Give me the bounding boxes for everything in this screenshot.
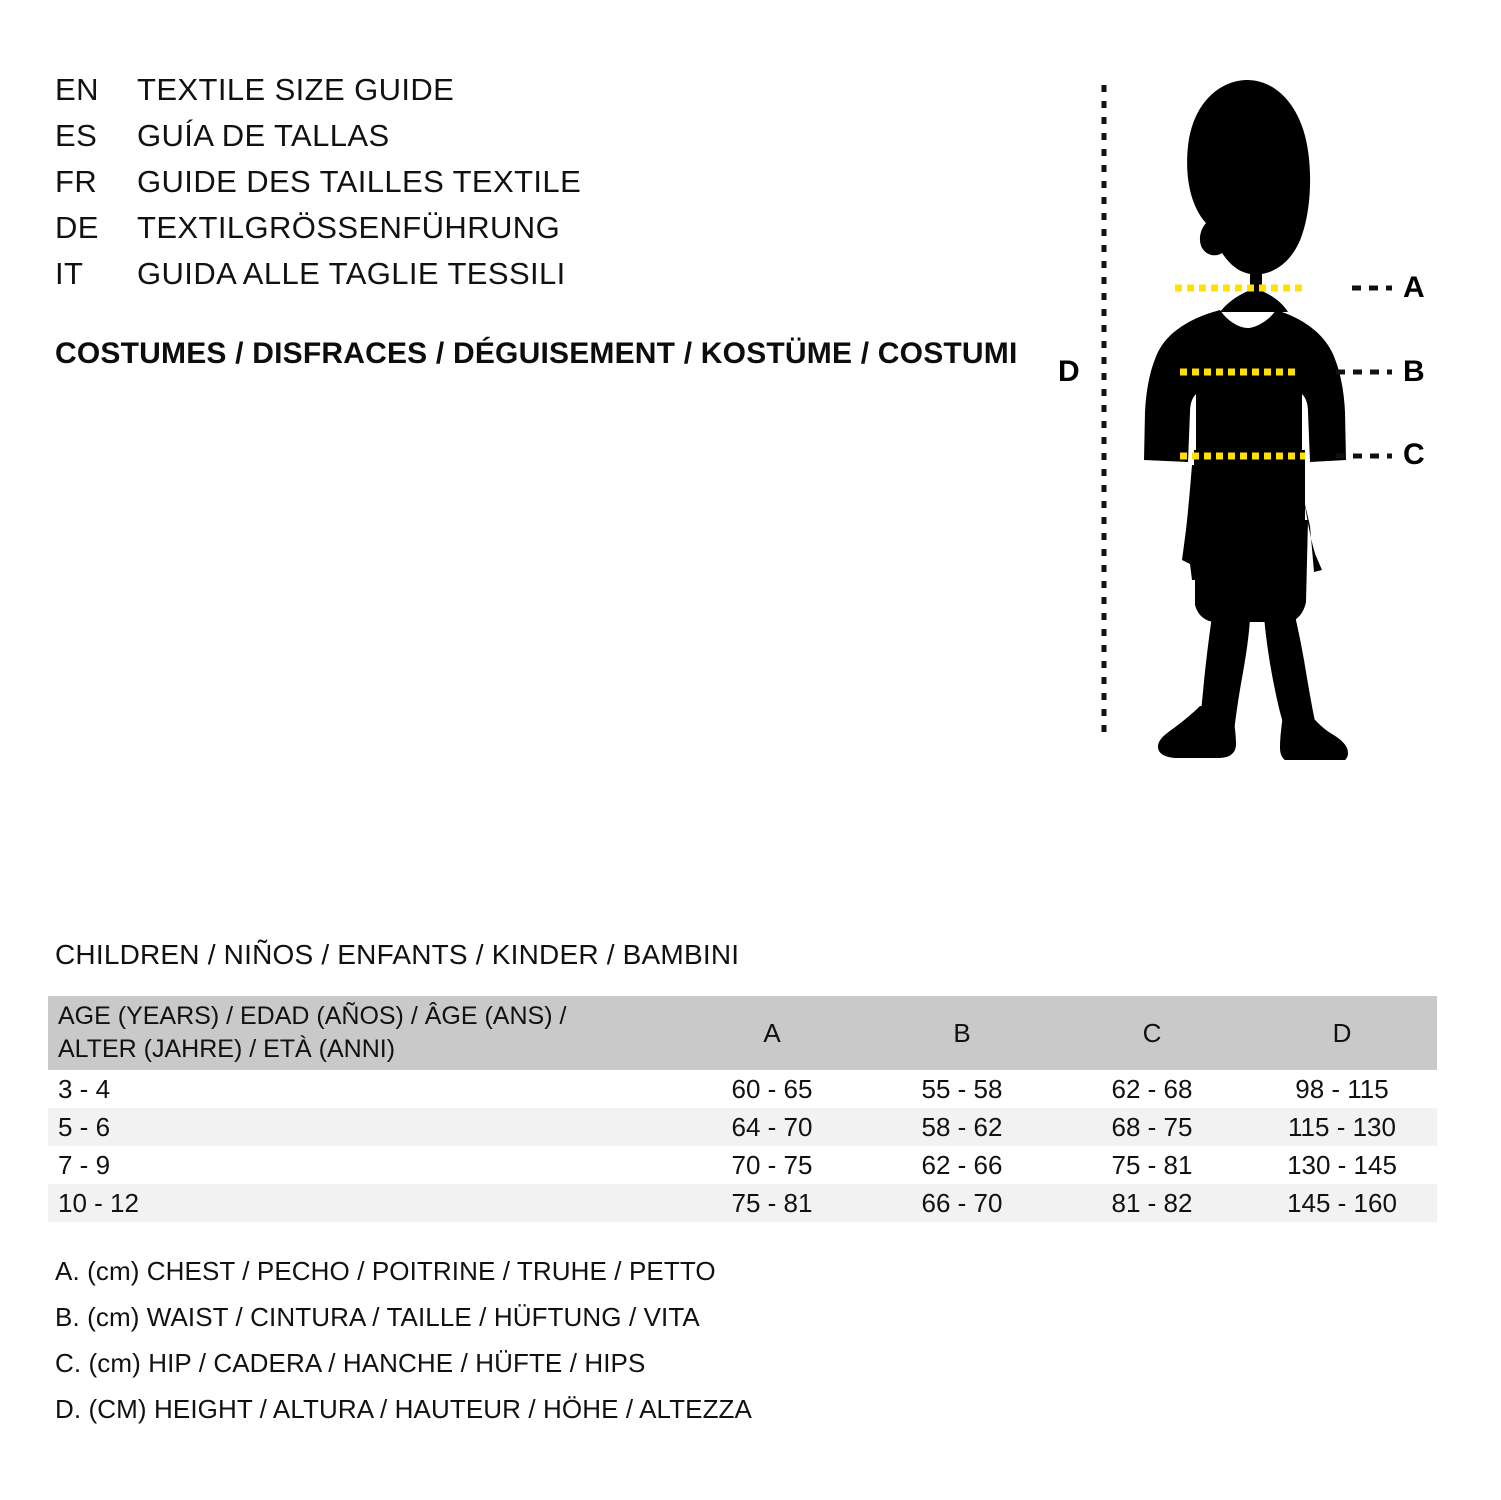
cell-hip: 81 - 82 xyxy=(1111,1187,1193,1218)
cell-waist: 62 - 66 xyxy=(921,1149,1003,1180)
table-section-title: CHILDREN / NIÑOS / ENFANTS / KINDER / BA… xyxy=(55,939,740,970)
cell-age: 7 - 9 xyxy=(58,1149,111,1180)
cell-waist: 55 - 58 xyxy=(921,1073,1003,1104)
category-line: COSTUMES / DISFRACES / DÉGUISEMENT / KOS… xyxy=(55,337,1018,370)
cell-height: 98 - 115 xyxy=(1295,1073,1389,1104)
chest-label-a: A xyxy=(1403,271,1425,304)
height-label-d: D xyxy=(1058,355,1080,388)
language-text-de: TEXTILGRÖSSENFÜHRUNG xyxy=(137,210,561,245)
cell-hip: 62 - 68 xyxy=(1111,1073,1193,1104)
table-row: 10 - 12 75 - 81 66 - 70 81 - 82 145 - 16… xyxy=(48,1184,1437,1222)
column-header-d: D xyxy=(1332,1017,1352,1048)
table-row: 7 - 9 70 - 75 62 - 66 75 - 81 130 - 145 xyxy=(48,1146,1437,1184)
table-row: 3 - 4 60 - 65 55 - 58 62 - 68 98 - 115 xyxy=(48,1070,1437,1108)
size-table-header: AGE (YEARS) / EDAD (AÑOS) / ÂGE (ANS) / … xyxy=(48,996,1437,1070)
column-header-age-line1: AGE (YEARS) / EDAD (AÑOS) / ÂGE (ANS) / xyxy=(58,1002,567,1030)
cell-age: 5 - 6 xyxy=(58,1111,111,1142)
cell-waist: 58 - 62 xyxy=(921,1111,1003,1142)
language-row-it: IT GUIDA ALLE TAGLIE TESSILI xyxy=(55,256,675,302)
language-row-de: DE TEXTILGRÖSSENFÜHRUNG xyxy=(55,210,675,256)
language-code-de: DE xyxy=(55,210,99,245)
legend-item-height: D. (CM) HEIGHT / ALTURA / HAUTEUR / HÖHE… xyxy=(55,1394,752,1424)
size-table-header-row: AGE (YEARS) / EDAD (AÑOS) / ÂGE (ANS) / … xyxy=(48,996,1437,1070)
cell-age: 10 - 12 xyxy=(58,1187,139,1218)
column-header-age: AGE (YEARS) / EDAD (AÑOS) / ÂGE (ANS) / … xyxy=(48,996,677,1070)
language-list: EN TEXTILE SIZE GUIDE ES GUÍA DE TALLAS … xyxy=(55,72,675,302)
column-header-age-line2: ALTER (JAHRE) / ETÀ (ANNI) xyxy=(58,1035,396,1063)
cell-chest: 60 - 65 xyxy=(731,1073,813,1104)
language-text-en: TEXTILE SIZE GUIDE xyxy=(137,72,455,107)
hip-label-c: C xyxy=(1403,438,1425,471)
legend-item-waist: B. (cm) WAIST / CINTURA / TAILLE / HÜFTU… xyxy=(55,1302,700,1332)
column-header-b: B xyxy=(953,1017,971,1048)
language-text-es: GUÍA DE TALLAS xyxy=(137,118,390,153)
language-code-it: IT xyxy=(55,256,84,291)
cell-height: 130 - 145 xyxy=(1287,1149,1397,1180)
column-header-c: C xyxy=(1142,1017,1162,1048)
legend-item-hip: C. (cm) HIP / CADERA / HANCHE / HÜFTE / … xyxy=(55,1348,646,1378)
size-table-body: 3 - 4 60 - 65 55 - 58 62 - 68 98 - 115 5… xyxy=(48,1070,1437,1222)
cell-age: 3 - 4 xyxy=(58,1073,111,1104)
language-row-en: EN TEXTILE SIZE GUIDE xyxy=(55,72,675,118)
column-header-a: A xyxy=(763,1017,781,1048)
language-row-es: ES GUÍA DE TALLAS xyxy=(55,118,675,164)
language-row-fr: FR GUIDE DES TAILLES TEXTILE xyxy=(55,164,675,210)
cell-waist: 66 - 70 xyxy=(921,1187,1003,1218)
measurement-figure: A B C D xyxy=(1040,60,1480,760)
language-code-fr: FR xyxy=(55,164,98,199)
cell-hip: 68 - 75 xyxy=(1111,1111,1193,1142)
child-silhouette-icon xyxy=(1101,79,1392,760)
cell-chest: 70 - 75 xyxy=(731,1149,813,1180)
language-code-en: EN xyxy=(55,72,99,107)
language-code-es: ES xyxy=(55,118,98,153)
language-text-it: GUIDA ALLE TAGLIE TESSILI xyxy=(137,256,566,291)
cell-height: 145 - 160 xyxy=(1287,1187,1397,1218)
waist-label-b: B xyxy=(1403,355,1425,388)
cell-hip: 75 - 81 xyxy=(1111,1149,1193,1180)
legend-item-chest: A. (cm) CHEST / PECHO / POITRINE / TRUHE… xyxy=(55,1256,716,1286)
measurement-legend: A. (cm) CHEST / PECHO / POITRINE / TRUHE… xyxy=(55,1248,955,1432)
cell-chest: 64 - 70 xyxy=(731,1111,813,1142)
size-table: AGE (YEARS) / EDAD (AÑOS) / ÂGE (ANS) / … xyxy=(48,996,1437,1222)
child-body-silhouette xyxy=(1144,79,1348,760)
cell-chest: 75 - 81 xyxy=(731,1187,813,1218)
language-text-fr: GUIDE DES TAILLES TEXTILE xyxy=(137,164,582,199)
table-row: 5 - 6 64 - 70 58 - 62 68 - 75 115 - 130 xyxy=(48,1108,1437,1146)
cell-height: 115 - 130 xyxy=(1288,1111,1396,1142)
